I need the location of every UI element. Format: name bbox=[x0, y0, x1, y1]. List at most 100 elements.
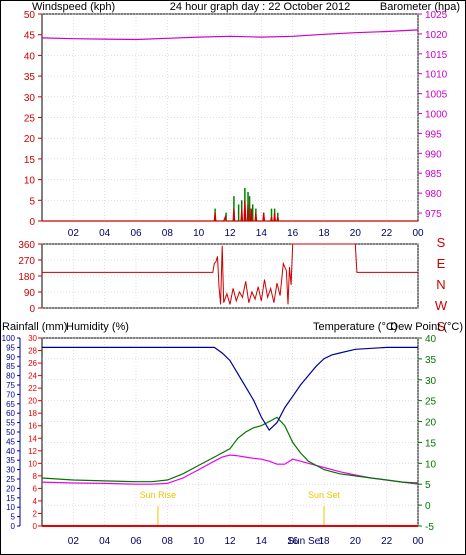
hour-tick-label: 10 bbox=[193, 228, 205, 239]
windspeed-tick-label: 30 bbox=[24, 93, 36, 104]
hour-tick-label: 02 bbox=[68, 228, 80, 239]
hour-tick-label: 06 bbox=[130, 228, 142, 239]
humidity-tick-label: 45 bbox=[6, 437, 15, 446]
barometer-line bbox=[41, 29, 419, 41]
rain-tick-label: 14 bbox=[28, 434, 37, 443]
humidity-tick-label: 5 bbox=[11, 513, 16, 522]
hour-tick-label: 00 bbox=[412, 536, 424, 547]
direction-tick-label: 90 bbox=[24, 288, 36, 299]
wind-barometer-panel: 0510152025303540455097598098599099510001… bbox=[24, 10, 448, 239]
hour-tick-label: 00 bbox=[412, 228, 424, 239]
humidity-tick-label: 75 bbox=[6, 381, 15, 390]
dewpoint-axis-label: Dew Point (°C) bbox=[390, 321, 463, 333]
temperature-tick-label: 35 bbox=[425, 355, 437, 366]
humidity-tick-label: 90 bbox=[6, 353, 15, 362]
windspeed-tick-label: 20 bbox=[24, 134, 36, 145]
direction-tick-label: 180 bbox=[18, 272, 35, 283]
sun-annotation-label: Sun Rise bbox=[140, 490, 177, 500]
plot-area bbox=[41, 13, 419, 222]
direction-tick-label: 270 bbox=[18, 256, 35, 267]
barometer-tick-label: 1025 bbox=[425, 10, 448, 21]
temperature-tick-label: 30 bbox=[425, 376, 437, 387]
compass-label: S bbox=[437, 319, 446, 334]
humidity-tick-label: 15 bbox=[6, 494, 15, 503]
compass-label: E bbox=[437, 256, 446, 271]
hour-tick-label: 14 bbox=[256, 228, 268, 239]
barometer-tick-label: 995 bbox=[425, 129, 442, 140]
hour-tick-label: 04 bbox=[99, 536, 111, 547]
humidity-tick-label: 20 bbox=[6, 484, 15, 493]
hour-tick-label: 10 bbox=[193, 536, 205, 547]
temperature-tick-label: -5 bbox=[425, 522, 434, 533]
humidity-tick-label: 0 bbox=[11, 522, 16, 531]
hour-tick-label: 04 bbox=[99, 228, 111, 239]
temperature-humidity-panel: 0510152025303540455055606570758085909510… bbox=[2, 334, 437, 547]
temperature-tick-label: 10 bbox=[425, 459, 437, 470]
humidity-tick-label: 85 bbox=[6, 362, 15, 371]
temperature-line bbox=[41, 416, 419, 484]
humidity-tick-label: 70 bbox=[6, 390, 15, 399]
humidity-tick-label: 30 bbox=[6, 466, 15, 475]
temperature-tick-label: 15 bbox=[425, 438, 437, 449]
rain-tick-label: 0 bbox=[33, 522, 38, 531]
rain-tick-label: 6 bbox=[33, 484, 38, 493]
barometer-tick-label: 1020 bbox=[425, 30, 448, 41]
rain-tick-label: 8 bbox=[33, 472, 38, 481]
hour-tick-label: 02 bbox=[68, 536, 80, 547]
rain-tick-label: 4 bbox=[33, 497, 38, 506]
barometer-tick-label: 1000 bbox=[425, 110, 448, 121]
windspeed-tick-label: 35 bbox=[24, 72, 36, 83]
barometer-axis-label: Barometer (hpa) bbox=[380, 1, 460, 13]
compass-label: N bbox=[436, 277, 445, 292]
rain-tick-label: 28 bbox=[28, 347, 37, 356]
barometer-tick-label: 985 bbox=[425, 169, 442, 180]
compass-label: W bbox=[435, 298, 448, 313]
direction-tick-label: 360 bbox=[18, 240, 35, 251]
humidity-tick-label: 35 bbox=[6, 456, 15, 465]
windspeed-tick-label: 45 bbox=[24, 31, 36, 42]
temperature-tick-label: 20 bbox=[425, 418, 437, 429]
windspeed-tick-label: 50 bbox=[24, 10, 36, 21]
hour-tick-label: 20 bbox=[350, 536, 362, 547]
wind-direction-line bbox=[42, 243, 418, 305]
hour-tick-label: 22 bbox=[381, 536, 393, 547]
hour-tick-label: 20 bbox=[350, 228, 362, 239]
humidity-tick-label: 100 bbox=[2, 334, 16, 343]
windspeed-tick-label: 15 bbox=[24, 155, 36, 166]
dewpoint-line bbox=[41, 454, 419, 485]
hour-tick-label: 08 bbox=[162, 536, 174, 547]
rain-tick-label: 2 bbox=[33, 509, 38, 518]
hour-tick-label: 12 bbox=[224, 228, 236, 239]
rain-tick-label: 30 bbox=[28, 334, 37, 343]
sunset-bottom-label: Sun Set bbox=[287, 536, 323, 547]
windspeed-tick-label: 5 bbox=[29, 196, 35, 207]
windspeed-axis-label: Windspeed (kph) bbox=[32, 1, 115, 13]
plot-area bbox=[41, 243, 419, 309]
humidity-line bbox=[42, 346, 418, 432]
rain-tick-label: 16 bbox=[28, 422, 37, 431]
hour-tick-label: 18 bbox=[318, 228, 330, 239]
humidity-tick-label: 40 bbox=[6, 447, 15, 456]
sun-annotation-label: Sun Set bbox=[308, 490, 341, 500]
humidity-tick-label: 60 bbox=[6, 409, 15, 418]
humidity-tick-label: 10 bbox=[6, 503, 15, 512]
windspeed-tick-label: 25 bbox=[24, 114, 36, 125]
windspeed-tick-label: 40 bbox=[24, 51, 36, 62]
rain-tick-label: 26 bbox=[28, 359, 37, 368]
windspeed-tick-label: 0 bbox=[29, 217, 35, 228]
rain-tick-label: 22 bbox=[28, 384, 37, 393]
windspeed-tick-label: 10 bbox=[24, 176, 36, 187]
barometer-tick-label: 990 bbox=[425, 149, 442, 160]
windspeed-line bbox=[42, 200, 418, 222]
humidity-tick-label: 55 bbox=[6, 419, 15, 428]
hour-tick-label: 18 bbox=[318, 536, 330, 547]
rain-tick-label: 12 bbox=[28, 447, 37, 456]
hour-tick-label: 16 bbox=[287, 536, 299, 547]
humidity-tick-label: 50 bbox=[6, 428, 15, 437]
temperature-tick-label: 5 bbox=[425, 480, 431, 491]
hour-tick-label: 06 bbox=[130, 536, 142, 547]
hour-tick-label: 22 bbox=[381, 228, 393, 239]
barometer-tick-label: 1005 bbox=[425, 90, 448, 101]
